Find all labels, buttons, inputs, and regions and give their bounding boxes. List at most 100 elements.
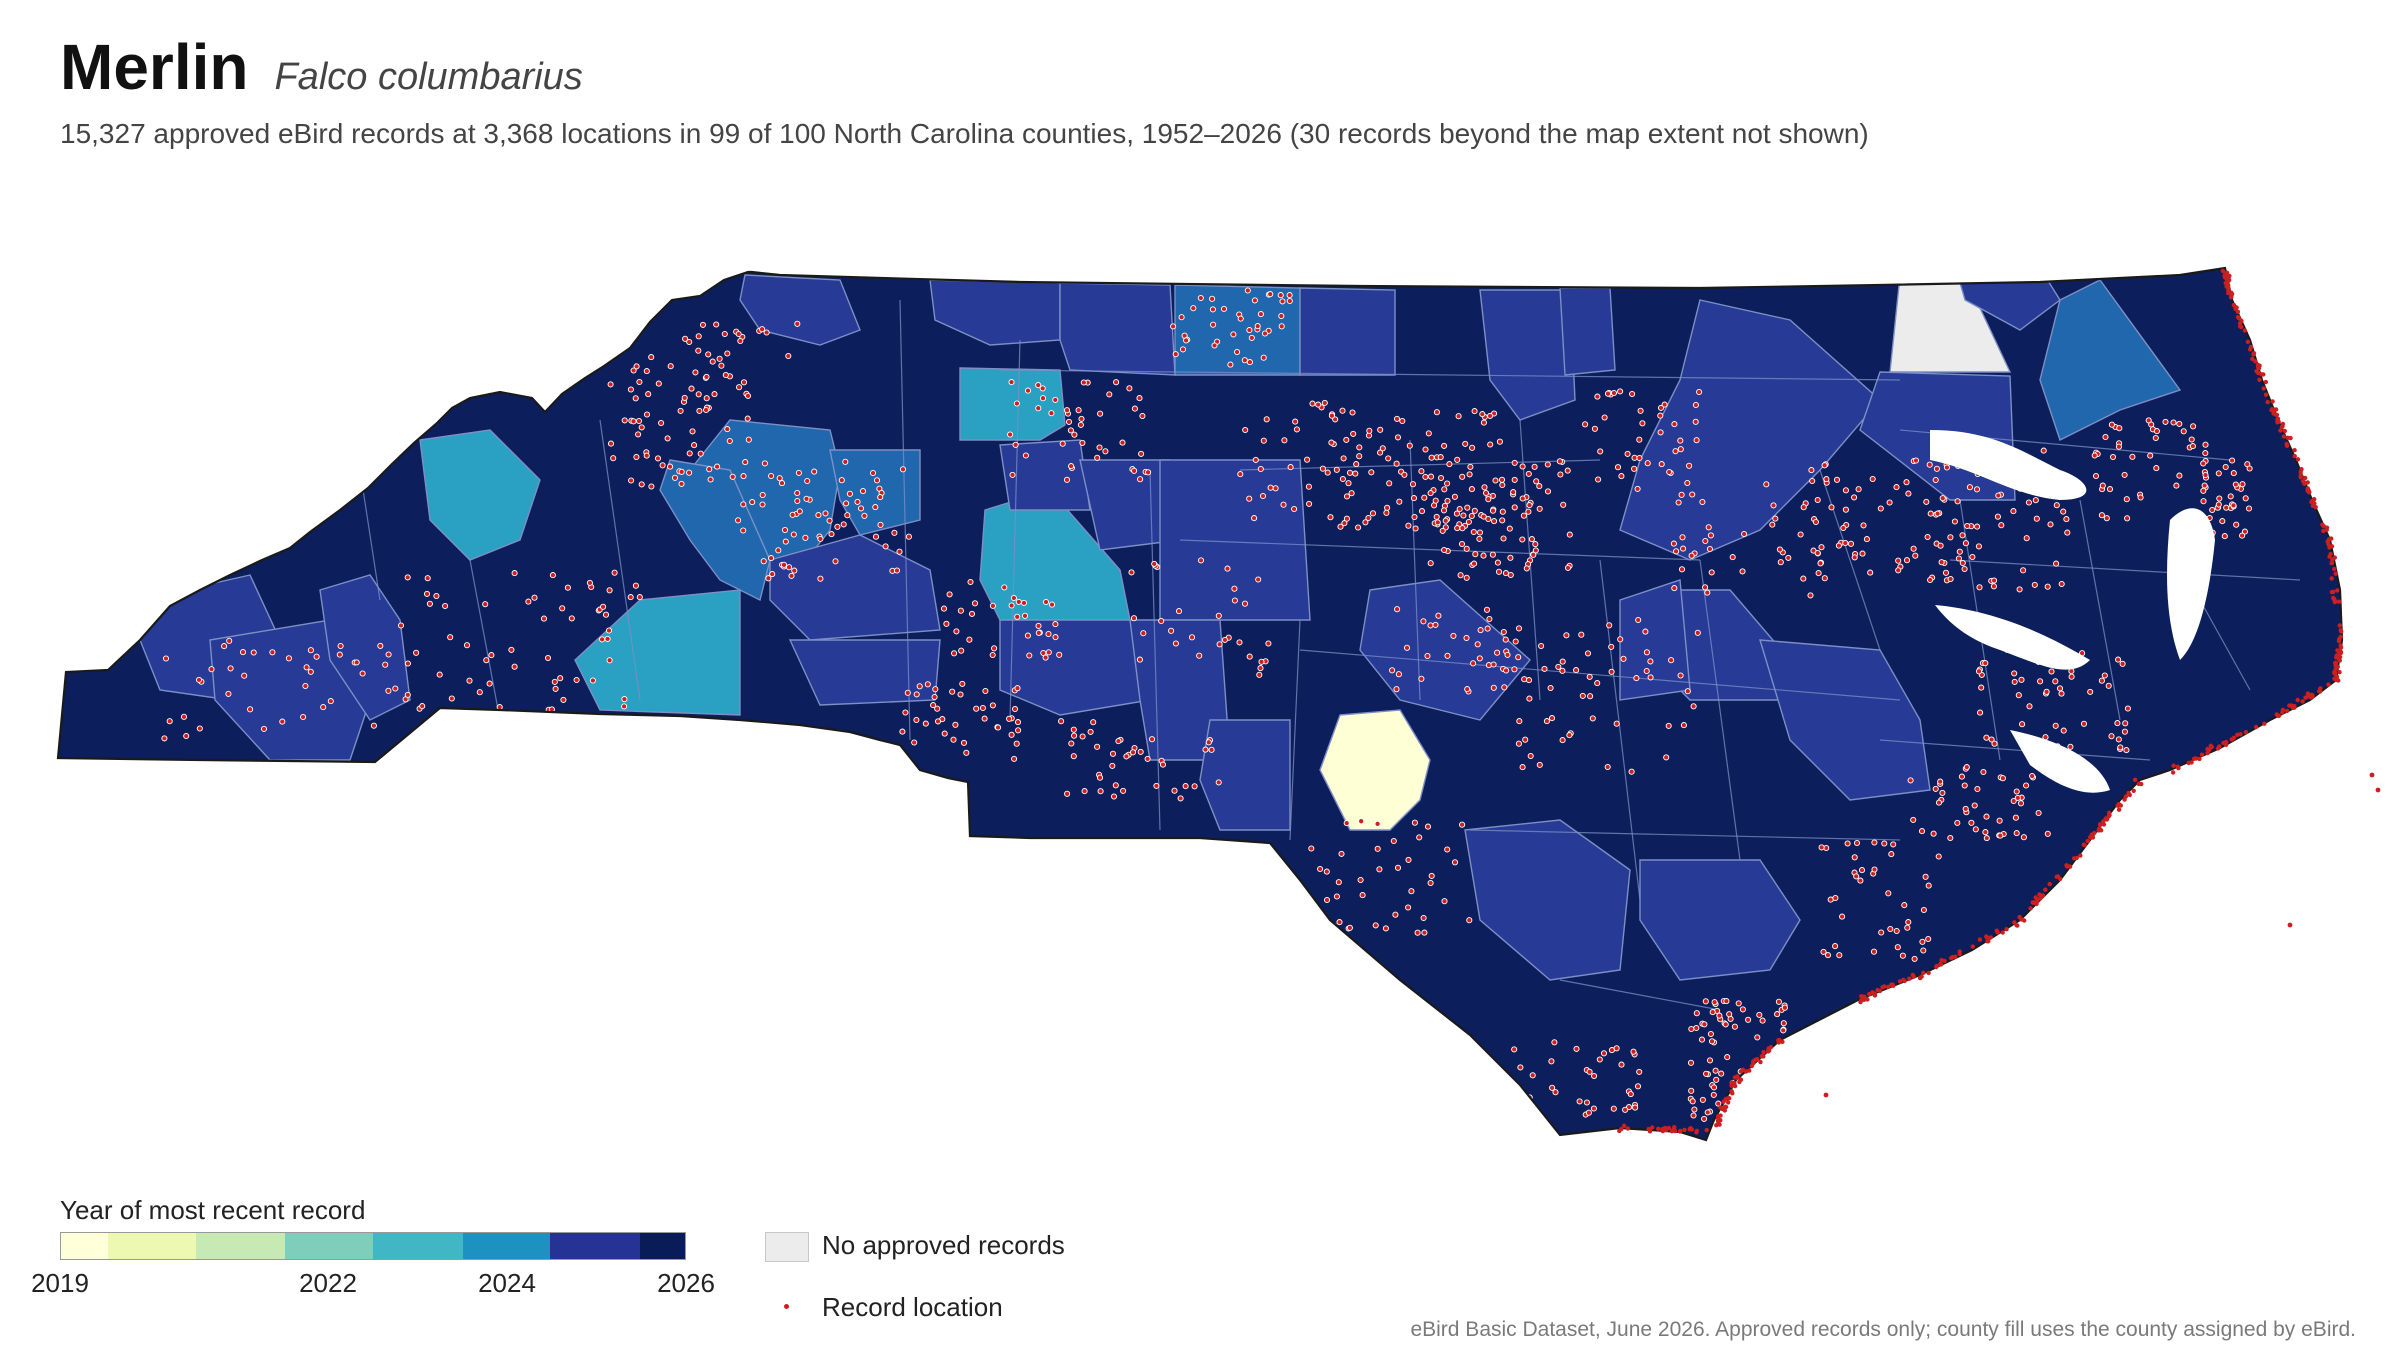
- coastal-dot: [2123, 794, 2129, 799]
- coastal-dot: [2136, 781, 2141, 787]
- record-dot: [1389, 667, 1396, 674]
- record-dot: [1485, 496, 1492, 503]
- record-dot: [648, 354, 655, 361]
- record-dot: [303, 664, 310, 671]
- record-dot: [1767, 1083, 1775, 1090]
- record-dot: [1109, 762, 1116, 769]
- record-dot: [1486, 1082, 1493, 1090]
- record-dot: [1477, 627, 1484, 634]
- record-dot: [1933, 465, 1940, 472]
- coastal-dot: [2329, 536, 2334, 541]
- coastal-dot: [1885, 984, 1891, 990]
- coastal-dot: [2040, 893, 2046, 898]
- county-region: [1199, 719, 1291, 831]
- record-dot: [2017, 800, 2025, 807]
- record-dot: [2241, 528, 2248, 535]
- record-dot: [1343, 515, 1350, 522]
- record-dot: [1713, 1076, 1720, 1083]
- record-dot: [1286, 292, 1293, 299]
- coastal-dot: [2236, 316, 2242, 321]
- coastal-dot: [2331, 589, 2336, 594]
- record-dot: [1079, 439, 1086, 446]
- county-region: [1299, 287, 1396, 376]
- record-dot: [382, 661, 389, 668]
- coastal-dot: [2265, 399, 2270, 405]
- coastal-dot: [1890, 982, 1895, 987]
- record-dot: [1479, 411, 1486, 418]
- record-dot: [1499, 517, 1506, 524]
- record-dot: [1606, 622, 1613, 629]
- county-region: [999, 439, 1091, 511]
- record-dot: [2215, 470, 2222, 477]
- record-dot: [654, 455, 662, 462]
- record-dot: [1444, 652, 1451, 659]
- coastal-dot: [2278, 428, 2283, 433]
- record-dot: [2099, 482, 2106, 489]
- record-dot: [1526, 695, 1533, 702]
- record-dot: [1532, 547, 1539, 554]
- record-dot: [1172, 351, 1179, 358]
- record-dot: [1643, 667, 1650, 675]
- record-dot: [1988, 736, 1995, 743]
- record-dot: [2222, 463, 2229, 471]
- record-dot: [1723, 998, 1730, 1005]
- record-dot: [1781, 1004, 1788, 1011]
- record-dot: [1999, 775, 2006, 782]
- record-dot: [1938, 559, 1945, 566]
- record-dot: [1821, 575, 1828, 582]
- county-region: [1479, 289, 1576, 421]
- record-dot: [742, 459, 749, 466]
- record-dot: [2202, 471, 2209, 479]
- record-dot: [2020, 567, 2027, 574]
- coastal-dot: [2333, 677, 2339, 683]
- record-dot: [552, 685, 559, 692]
- record-dot: [1188, 634, 1196, 641]
- record-dot: [899, 466, 907, 473]
- record-dot: [1976, 584, 1983, 591]
- record-dot: [1507, 571, 1514, 579]
- record-dot: [2153, 465, 2160, 472]
- record-dot: [1491, 518, 1498, 525]
- record-dot: [817, 575, 824, 582]
- coastal-dot: [1867, 991, 1872, 997]
- record-dot: [911, 739, 918, 746]
- record-dot: [1039, 385, 1046, 392]
- record-dot: [2209, 506, 2216, 514]
- record-dot: [1362, 519, 1369, 526]
- record-dot: [1227, 361, 1234, 368]
- record-dot: [1919, 938, 1926, 945]
- record-dot: [775, 547, 782, 554]
- record-dot: [1459, 821, 1466, 828]
- county-region: [999, 619, 1151, 716]
- record-dot: [1278, 312, 1285, 320]
- colorbar-segment: [60, 1232, 108, 1260]
- record-dot: [2153, 428, 2160, 435]
- record-dot: [1487, 1080, 1494, 1087]
- record-dot: [2122, 720, 2129, 727]
- record-dot: [1035, 382, 1042, 389]
- record-dot: [482, 601, 489, 608]
- record-dot: [2108, 733, 2115, 740]
- record-dot: [1437, 454, 1444, 461]
- record-dot: [1991, 577, 1998, 584]
- record-dot: [1070, 726, 1077, 733]
- record-dot: [1511, 476, 1518, 483]
- record-dot: [1246, 653, 1253, 660]
- record-dot: [686, 338, 693, 346]
- record-dot: [1511, 666, 1518, 673]
- coastal-dot: [2262, 721, 2267, 726]
- record-dot: [1257, 465, 1264, 473]
- record-dot: [589, 677, 596, 684]
- record-dot: [2202, 441, 2209, 448]
- record-dot: [1248, 334, 1255, 341]
- record-dot: [2015, 692, 2022, 699]
- record-dot: [1498, 476, 1506, 483]
- record-dot: [1920, 906, 1927, 914]
- record-dot: [1636, 1068, 1643, 1075]
- record-dot: [1918, 828, 1926, 835]
- record-dot: [2190, 423, 2197, 430]
- record-dot: [2013, 788, 2020, 795]
- coastal-dot: [2189, 760, 2194, 765]
- record-dot: [1463, 634, 1470, 642]
